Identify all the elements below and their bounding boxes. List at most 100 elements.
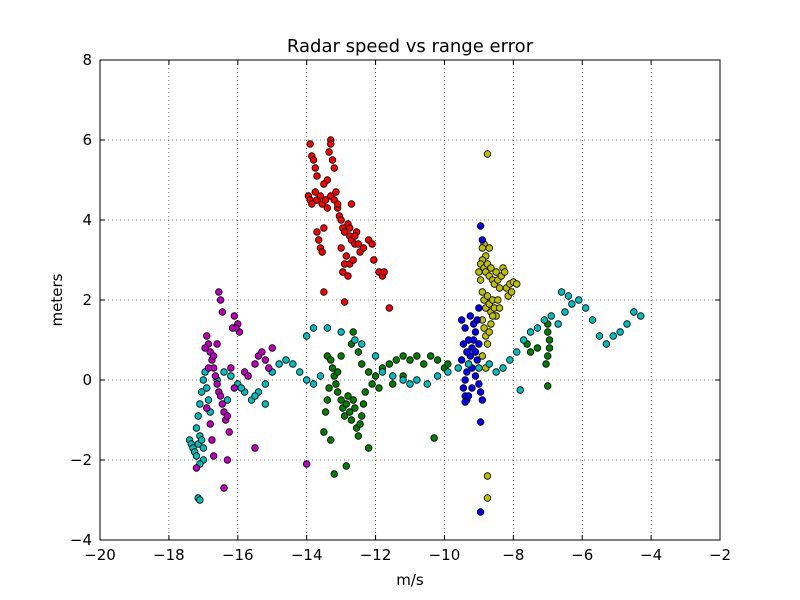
data-point — [495, 304, 504, 312]
data-point — [406, 356, 414, 364]
data-point — [302, 332, 311, 340]
data-point — [244, 372, 252, 380]
data-point — [399, 352, 407, 360]
data-point — [340, 228, 349, 236]
data-point — [218, 308, 226, 316]
data-point — [426, 352, 435, 360]
data-point — [197, 436, 206, 444]
data-point — [321, 408, 330, 416]
data-point — [201, 344, 209, 352]
grid — [100, 60, 720, 540]
data-point — [354, 240, 363, 248]
data-point — [499, 364, 507, 372]
data-point — [275, 360, 283, 368]
data-point — [459, 340, 468, 348]
axis-ticks — [99, 59, 721, 541]
data-point — [478, 352, 487, 360]
data-point — [204, 364, 213, 372]
data-point — [389, 372, 397, 380]
data-point — [487, 264, 495, 272]
data-point — [507, 288, 516, 296]
data-point — [533, 324, 542, 332]
data-point — [609, 332, 617, 340]
data-point — [296, 368, 304, 376]
data-point — [346, 224, 354, 232]
data-point — [316, 372, 325, 380]
data-point — [371, 372, 380, 380]
data-point — [368, 240, 376, 248]
data-point — [595, 332, 604, 340]
x-tick-labels: −20 −18 −16 −14 −12 −10 −8 −6 −4 −2 — [84, 546, 731, 564]
data-point — [261, 400, 270, 408]
data-point — [340, 412, 349, 420]
data-point — [461, 398, 469, 406]
data-point — [330, 164, 338, 172]
data-point — [478, 236, 487, 244]
data-point — [227, 364, 235, 372]
data-point — [192, 452, 201, 460]
y-tick-label: 4 — [82, 211, 92, 229]
data-point — [420, 360, 428, 368]
data-point — [196, 400, 204, 408]
x-axis-label: m/s — [396, 571, 424, 589]
data-point — [328, 364, 337, 372]
data-point — [485, 360, 493, 368]
data-point — [457, 316, 466, 324]
data-point — [333, 368, 342, 376]
data-point — [359, 244, 368, 252]
data-point — [380, 268, 388, 276]
data-point — [230, 312, 239, 320]
data-point — [359, 400, 368, 408]
data-point — [282, 356, 290, 364]
x-tick-label: −6 — [571, 546, 593, 564]
data-point — [575, 296, 583, 304]
data-point — [464, 392, 473, 400]
data-point — [223, 456, 232, 464]
data-point — [337, 244, 345, 252]
y-tick-label: −4 — [70, 531, 92, 549]
data-point — [487, 320, 495, 328]
data-point — [223, 412, 232, 420]
data-point — [547, 312, 555, 320]
series-5 — [185, 288, 645, 504]
data-point — [389, 380, 397, 388]
data-point — [501, 268, 509, 276]
data-point — [423, 380, 431, 388]
data-point — [228, 324, 237, 332]
data-point — [213, 340, 221, 348]
data-point — [302, 376, 311, 384]
data-point — [483, 150, 492, 158]
data-point — [261, 356, 270, 364]
data-point — [328, 156, 337, 164]
data-point — [330, 470, 338, 478]
x-tick-label: −20 — [84, 546, 116, 564]
data-point — [476, 508, 485, 516]
data-point — [203, 384, 211, 392]
data-point — [325, 384, 333, 392]
y-axis-label: meters — [48, 273, 66, 326]
data-point — [554, 320, 562, 328]
data-point — [342, 252, 350, 260]
data-point — [325, 148, 333, 156]
data-point — [320, 224, 328, 232]
data-point — [194, 412, 202, 420]
data-point — [519, 336, 528, 344]
data-point — [347, 416, 356, 424]
data-point — [311, 188, 319, 196]
data-point — [332, 188, 340, 196]
data-point — [392, 356, 400, 364]
data-point — [337, 328, 345, 336]
data-point — [197, 388, 206, 396]
data-point — [533, 344, 542, 352]
series-6 — [192, 288, 311, 492]
data-point — [526, 328, 535, 336]
data-points — [185, 136, 645, 516]
data-point — [337, 396, 345, 404]
data-point — [309, 380, 318, 388]
data-point — [492, 268, 500, 276]
data-point — [545, 344, 554, 352]
data-point — [433, 356, 442, 364]
data-point — [302, 460, 311, 468]
data-point — [323, 204, 332, 212]
